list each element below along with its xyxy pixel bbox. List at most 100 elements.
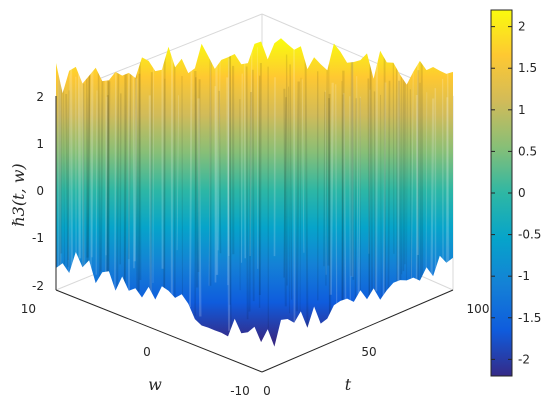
- surface-ridge: [349, 96, 351, 302]
- colorbar-tick-label: -2: [518, 352, 530, 366]
- surface-ridge: [194, 70, 199, 288]
- surface-ridge: [229, 41, 232, 328]
- surface-ridge: [368, 89, 371, 254]
- colorbar-tick-label: 0.5: [518, 144, 537, 158]
- surface-ridge: [358, 96, 361, 294]
- surface-ridge: [106, 95, 110, 311]
- surface-ridge: [283, 97, 287, 278]
- surface-ridge: [396, 42, 400, 320]
- surface-ridge: [176, 95, 180, 251]
- surface-ridge: [370, 46, 374, 333]
- surface-ridge: [415, 51, 419, 309]
- surface-ridge: [430, 98, 435, 283]
- surface-ridge: [356, 76, 359, 316]
- surface-ridge: [367, 78, 371, 312]
- surface-ridge: [248, 91, 252, 312]
- z-tick-label: -2: [32, 279, 44, 293]
- surface-ridge: [325, 65, 328, 286]
- surface-ridge: [299, 77, 302, 324]
- t-axis-label: t: [345, 375, 352, 394]
- surface-ridge: [304, 49, 309, 334]
- t-tick-label: 50: [361, 345, 376, 359]
- surface-ridge: [251, 69, 255, 302]
- surface-ridge: [218, 90, 222, 254]
- surface-ridge: [127, 71, 132, 260]
- surface-ridge: [289, 64, 293, 300]
- surface-ridge: [99, 50, 104, 272]
- surface-ridge: [149, 72, 153, 320]
- colorbar-tick-label: -1.5: [518, 311, 541, 325]
- t-tick-label: 0: [263, 384, 271, 398]
- surface-ridge: [382, 82, 387, 322]
- surface-ridge: [415, 94, 419, 256]
- surface-ridge: [194, 77, 197, 317]
- surface-ridge: [119, 93, 122, 265]
- z-tick-label: 0: [36, 184, 44, 198]
- surface-ridge: [387, 80, 391, 302]
- surface-ridge: [227, 52, 230, 257]
- surface-ridge: [91, 64, 94, 258]
- surface-ridge: [105, 68, 110, 296]
- surface-ridge: [283, 88, 287, 307]
- surface-ridge: [341, 94, 344, 328]
- z-tick-label: 2: [36, 90, 44, 104]
- surface-ridge: [328, 98, 332, 330]
- z-axis: 2 1 0 -1 -2 ℏ3(t, w): [9, 90, 44, 293]
- surface-ridge: [132, 47, 135, 269]
- surface-ridge: [217, 58, 221, 251]
- surface-ridge: [301, 79, 305, 253]
- w-axis-label: w: [148, 375, 162, 394]
- surface-ridge: [368, 40, 372, 340]
- surface-ridge: [380, 94, 382, 332]
- surface-ridge: [285, 54, 288, 286]
- surface-ridge: [335, 84, 338, 337]
- surface-ridge: [138, 47, 142, 281]
- z-tick-label: -1: [32, 231, 44, 245]
- surface-ridge: [293, 41, 296, 331]
- surface-ridge: [395, 49, 399, 327]
- surface-ridge: [327, 93, 331, 266]
- surface-ridge: [409, 89, 412, 281]
- surface-ridge: [383, 41, 387, 333]
- surface-ridge: [215, 42, 219, 275]
- t-axis: 0 50 100 t: [263, 302, 489, 398]
- surface-ridge: [123, 46, 128, 307]
- surface: [56, 38, 453, 347]
- surface-ridge: [295, 81, 300, 312]
- z-tick-label: 1: [36, 137, 44, 151]
- surface-ridge: [245, 66, 249, 320]
- surface-ridge: [420, 40, 424, 336]
- colorbar-tick-label: -1: [518, 269, 530, 283]
- surface-ridge: [197, 98, 202, 317]
- surface-ridge: [398, 80, 402, 295]
- surface-ridge: [392, 40, 395, 254]
- w-tick-label: 10: [21, 302, 36, 316]
- surface-ridge: [181, 75, 184, 302]
- surface-ridge: [410, 62, 414, 284]
- surface-ridge: [148, 95, 152, 321]
- surface-ridge: [189, 52, 193, 308]
- surface-ridge: [227, 58, 230, 286]
- surface-ridge: [67, 90, 70, 261]
- surface-ridge: [240, 73, 243, 263]
- surface-ridge: [354, 98, 357, 313]
- front-axes: [55, 96, 454, 373]
- t-tick-label: 100: [467, 302, 490, 316]
- surface-ridge: [86, 46, 91, 258]
- surface-ridge: [329, 82, 334, 295]
- surface-ridge: [323, 91, 326, 267]
- surface-ridge: [324, 90, 327, 275]
- surface-ridge: [65, 93, 70, 267]
- surface-ridge: [197, 79, 201, 273]
- surface-ridge: [114, 63, 117, 291]
- colorbar: 2 1.5 1 0.5 0 -0.5 -1 -1.5 -2: [490, 9, 541, 377]
- surface-ridge: [68, 74, 71, 311]
- surface-ridge: [273, 77, 276, 257]
- colorbar-tick-label: 2: [518, 20, 526, 34]
- surface-ridge: [95, 90, 98, 275]
- colorbar-tick-label: -0.5: [518, 228, 541, 242]
- colorbar-tick-label: 1.5: [518, 61, 537, 75]
- surface-ridge: [226, 77, 231, 331]
- colorbar-tick-label: 0: [518, 186, 526, 200]
